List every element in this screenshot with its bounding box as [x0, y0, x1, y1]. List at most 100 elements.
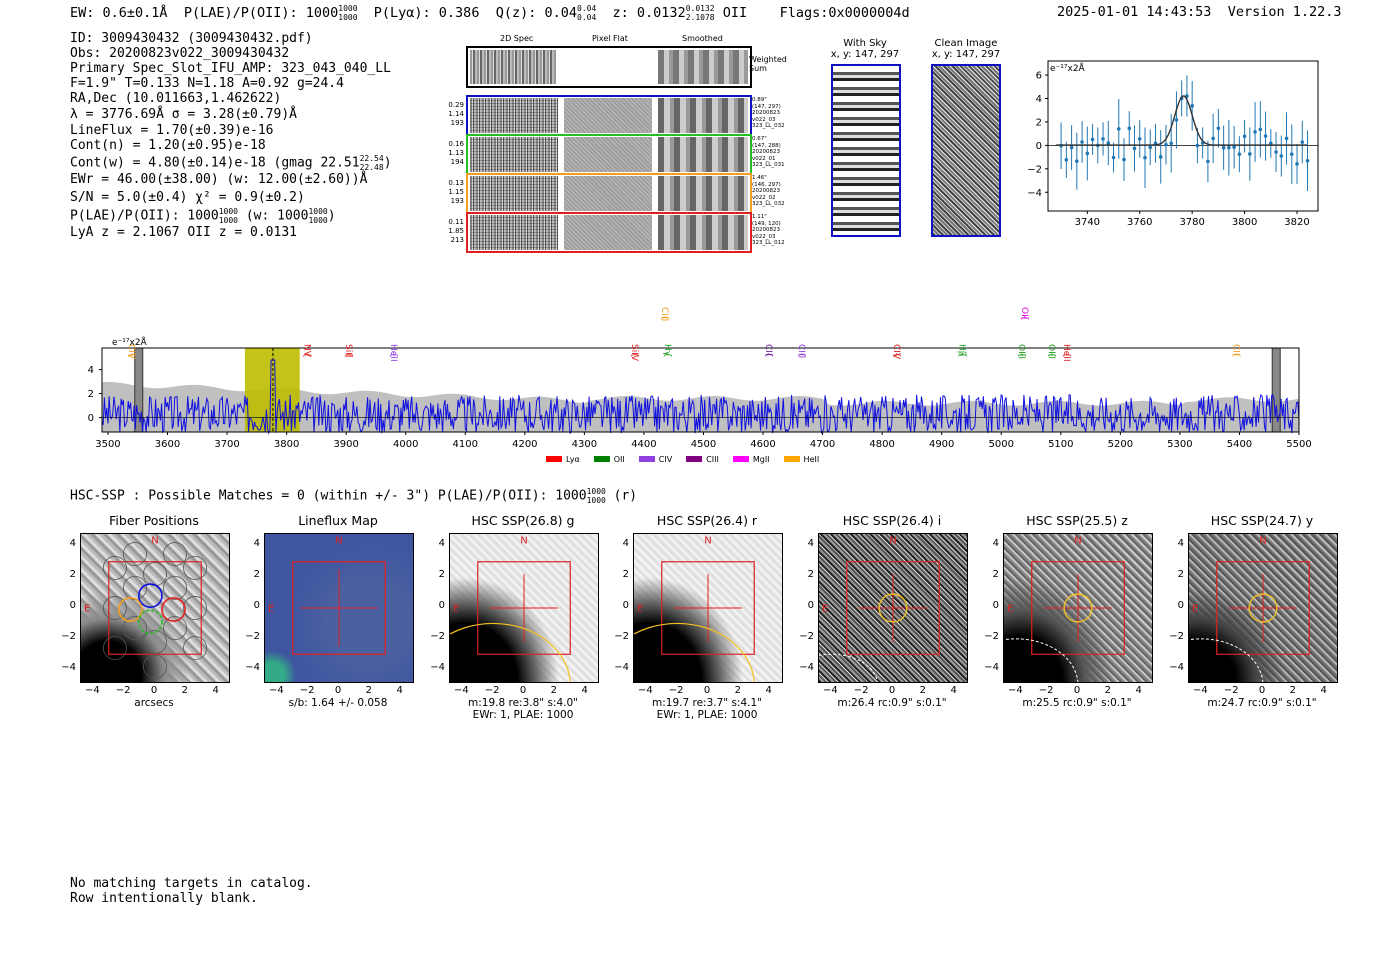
x-tick-label: 4 — [950, 685, 957, 696]
east-label: E — [822, 604, 828, 615]
data-point — [1174, 118, 1179, 122]
fiber-highlight — [161, 597, 186, 622]
north-label: N — [889, 535, 896, 546]
x-tick-label: 2 — [734, 685, 742, 696]
x-tick-label: 3500 — [95, 439, 120, 450]
x-tick-label: 2 — [919, 685, 927, 696]
cutout-row-meta: 0.89" (147, 297) 20200823 v022_03 323_LL_032 — [752, 97, 785, 129]
header-plya: P(Lyα): 0.386 — [373, 5, 480, 21]
east-label: E — [1192, 604, 1198, 615]
aperture-circle — [1248, 593, 1278, 623]
y-tick-label: −4 — [1027, 188, 1042, 199]
neighbor-ellipse — [1189, 638, 1264, 682]
x-tick-label: 4 — [1320, 685, 1327, 696]
x-tick-label: 4200 — [512, 439, 537, 450]
emission-line-label: SiII — [343, 344, 353, 358]
y-tick-label: −2 — [799, 630, 814, 642]
emission-line-label: CIV — [126, 344, 136, 360]
col-header-smoothed: Smoothed — [682, 34, 723, 43]
cutout-row: 0.16 1.13 194 0.67" (147, 288) 20200823 v022_0… — [448, 134, 785, 175]
emission-line-label: Hβ — [957, 344, 967, 357]
y-tick-label: 4 — [69, 538, 76, 550]
x-tick-label: −2 — [299, 685, 315, 696]
x-tick-label: −2 — [115, 685, 131, 696]
header-plae: P(LAE)/P(OII): 1000 — [183, 5, 339, 21]
y-tick-label: −4 — [61, 661, 76, 673]
x-tick-label: 4400 — [631, 439, 656, 450]
y-tick-label: −2 — [614, 630, 629, 642]
emission-line-label: SiIV — [629, 344, 639, 362]
cutout-row-stats: 0.11 1.85 213 — [448, 218, 464, 244]
fiber-circle — [143, 562, 167, 587]
hsc-title: HSC-SSP : Possible Matches = 0 (within +… — [70, 487, 638, 505]
y-tick-label: 0 — [1177, 600, 1184, 611]
hsc-panel-subtitle: m:19.7 re:3.7" s:4.1" EWr: 1, PLAE: 1000 — [652, 697, 762, 721]
emission-line-label: CII — [763, 344, 773, 356]
aperture-circle — [1063, 593, 1093, 623]
footer-line-1: No matching targets in catalog. — [70, 876, 313, 891]
fiber-circle — [122, 575, 147, 600]
data-point — [1075, 159, 1079, 163]
emission-line-brace: { — [1231, 352, 1241, 358]
x-tick-label: 0 — [334, 685, 342, 696]
hsc-panel: Lineflux Map N E 4 −4 2 −2 0 0 −2 2 −4 4 s/b: 1.64 +/… — [234, 505, 422, 725]
emission-line-label: Hγ — [662, 344, 672, 357]
data-point — [1258, 127, 1263, 132]
y-tick-label: 2 — [88, 389, 94, 400]
data-point — [1143, 155, 1147, 160]
north-label: N — [151, 535, 158, 546]
cutout-row: 0.13 1.15 193 1.46" (146, 297) 20200823 v022_0… — [448, 173, 785, 214]
emission-line-brace: { — [763, 352, 773, 358]
x-tick-label: 4 — [1135, 685, 1142, 696]
north-label: N — [1074, 535, 1081, 546]
hsc-panel-title: HSC SSP(26.4) i — [842, 513, 942, 528]
with-sky-image — [831, 64, 901, 237]
info-radec: RA,Dec (10.011663,1.462622) — [70, 91, 282, 106]
aperture-ellipse — [634, 622, 755, 682]
data-point — [1137, 137, 1142, 141]
data-point — [1289, 152, 1294, 156]
neighbor-ellipse — [1004, 638, 1079, 682]
data-point — [1106, 141, 1111, 145]
y-tick-label: 2 — [1036, 117, 1042, 128]
info-contw: Cont(w) = 4.80(±0.14)e-18 (gmag 22.51 22.… — [70, 154, 392, 172]
legend-swatch — [783, 456, 800, 462]
data-point — [1148, 145, 1153, 150]
aperture-ellipse — [450, 622, 571, 682]
footer-line-2: Row intentionally blank. — [70, 891, 258, 906]
data-point — [1253, 130, 1257, 134]
data-point — [1164, 142, 1168, 147]
data-point — [1274, 150, 1278, 154]
data-point — [1064, 157, 1069, 162]
data-point — [1300, 140, 1305, 144]
emission-line-brace: { — [662, 352, 672, 358]
fiber-circle — [163, 542, 188, 567]
legend-item: HeII — [783, 455, 819, 464]
data-point — [1248, 152, 1252, 156]
weighted-smoothed — [658, 50, 748, 84]
legend-item: MgII — [732, 455, 770, 464]
emission-line-brace: { — [796, 352, 806, 358]
y-tick-label: 2 — [69, 569, 76, 581]
x-tick-label: −4 — [637, 685, 653, 696]
data-point — [1305, 158, 1310, 163]
data-point — [1195, 143, 1200, 148]
with-sky-title: With Sky x, y: 147, 297 — [830, 38, 900, 60]
data-point — [1122, 157, 1126, 162]
fiber-circle — [143, 629, 167, 654]
info-obs: Obs: 20200823v022_3009430432 — [70, 46, 290, 61]
fiber-circle — [183, 596, 208, 620]
y-tick-label: −2 — [61, 630, 76, 642]
cutout-smoothed — [658, 98, 748, 133]
x-tick-label: 3740 — [1075, 217, 1100, 228]
east-label: E — [268, 604, 274, 615]
emission-line-brace: { — [126, 352, 136, 358]
data-point — [1263, 134, 1268, 138]
neighbor-ellipse — [819, 653, 878, 682]
data-point — [1295, 162, 1299, 166]
info-plae: P(LAE)/P(OII): 1000 1000 1000 (w: 1000 1000… — [70, 207, 336, 225]
data-point — [1190, 104, 1194, 108]
y-tick-label: −2 — [430, 630, 445, 642]
